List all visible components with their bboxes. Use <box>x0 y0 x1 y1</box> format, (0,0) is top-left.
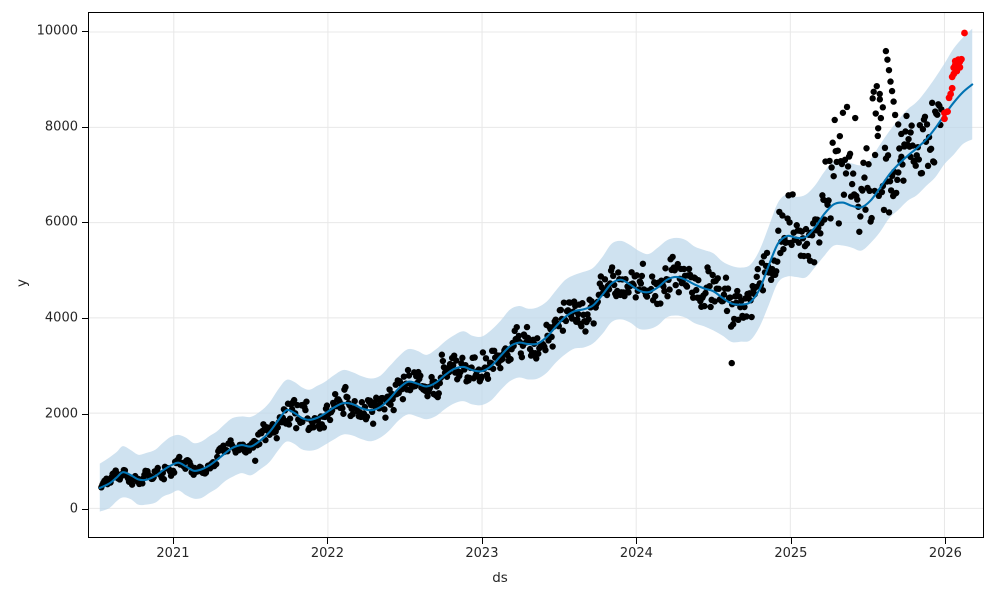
y-tick-label: 2000 <box>44 406 78 422</box>
chart-svg <box>89 13 983 537</box>
y-tick-label: 10000 <box>36 23 78 39</box>
x-tick-mark <box>945 538 947 544</box>
trend-line <box>98 83 974 489</box>
y-tick-mark <box>82 413 88 415</box>
gridlines-vertical <box>173 13 945 537</box>
y-tick-label: 6000 <box>44 214 78 230</box>
x-tick-mark <box>636 538 638 544</box>
x-axis-label: ds <box>492 570 508 586</box>
y-tick-mark <box>82 222 88 224</box>
y-axis-tick-labels: 0 2000 4000 6000 8000 10000 <box>0 0 78 600</box>
uncertainty-band <box>99 28 973 512</box>
x-tick-mark <box>481 538 483 544</box>
x-tick-mark <box>327 538 329 544</box>
x-axis-tick-labels: 2021 2022 2023 2024 2025 2026 <box>0 546 1000 568</box>
x-tick-label: 2021 <box>156 546 190 561</box>
x-tick-mark <box>172 538 174 544</box>
y-tick-mark <box>82 126 88 128</box>
x-tick-label: 2022 <box>310 546 344 561</box>
x-tick-mark <box>790 538 792 544</box>
y-tick-mark <box>82 509 88 511</box>
y-tick-label: 8000 <box>44 119 78 135</box>
y-tick-label: 4000 <box>44 310 78 326</box>
x-tick-label: 2026 <box>928 546 962 561</box>
y-tick-label: 0 <box>69 501 78 517</box>
plot-area <box>88 12 984 538</box>
outlier-points-layer <box>941 29 968 123</box>
y-axis-label: y <box>14 279 30 287</box>
y-tick-mark <box>82 318 88 320</box>
x-tick-label: 2023 <box>465 546 499 561</box>
x-tick-label: 2025 <box>774 546 808 561</box>
x-tick-label: 2024 <box>619 546 653 561</box>
y-tick-mark <box>82 31 88 33</box>
